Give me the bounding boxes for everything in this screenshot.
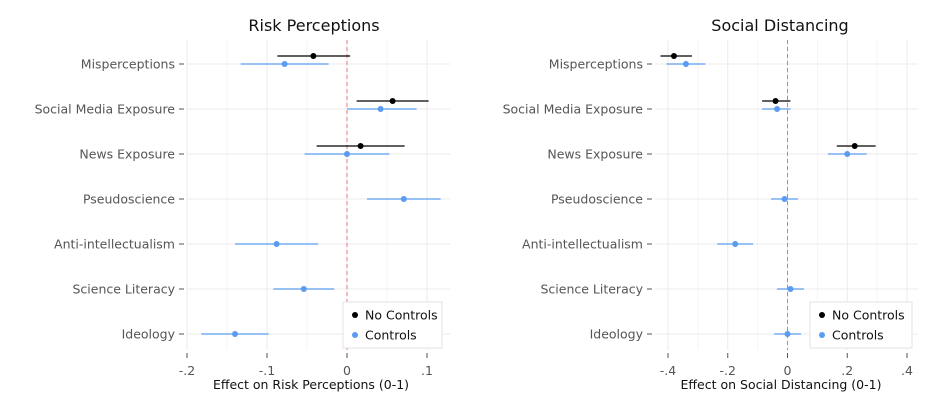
x-tick-label: .2 (841, 363, 853, 378)
point-controls-social-media-exposure (774, 106, 781, 112)
point-controls-pseudoscience (781, 196, 788, 202)
legend-swatch-no-controls (819, 312, 825, 318)
point-controls-ideology (784, 331, 791, 337)
legend-box (809, 301, 913, 349)
chart-title: Social Distancing (711, 16, 848, 35)
x-tick-label: .4 (901, 363, 913, 378)
panel-risk-perceptions: Risk Perceptions Misperceptions Social Med… (35, 16, 450, 392)
legend-label-no-controls: No Controls (365, 308, 438, 323)
point-no-controls-social-media-exposure (772, 98, 779, 104)
legend-label-controls: Controls (832, 328, 884, 343)
point-controls-anti-intellectualism (273, 241, 280, 247)
point-no-controls-news-exposure (357, 143, 364, 149)
x-tick-label: -.4 (660, 363, 676, 378)
point-no-controls-misperceptions (670, 53, 677, 59)
y-tick-label-news-exposure: News Exposure (79, 147, 175, 162)
point-no-controls-social-media-exposure (389, 98, 396, 104)
x-tick-label: .1 (421, 363, 433, 378)
x-axis-label: Effect on Risk Perceptions (0-1) (213, 377, 409, 392)
x-axis-label: Effect on Social Distancing (0-1) (681, 377, 882, 392)
point-controls-pseudoscience (400, 196, 407, 202)
panel-social-distancing: Social Distancing Misperceptions Social Me… (503, 16, 918, 392)
point-controls-ideology (232, 331, 238, 337)
y-tick-label-science-literacy: Science Literacy (72, 282, 175, 297)
point-no-controls-misperceptions (310, 53, 317, 59)
x-tick-label: -.2 (720, 363, 736, 378)
legend-swatch-no-controls (352, 312, 358, 318)
x-tick-label: -.1 (259, 363, 275, 378)
point-controls-social-media-exposure (377, 106, 384, 112)
y-tick-label-pseudoscience: Pseudoscience (83, 192, 175, 207)
point-controls-news-exposure (844, 151, 851, 157)
y-tick-label-pseudoscience: Pseudoscience (551, 192, 643, 207)
y-tick-label-news-exposure: News Exposure (547, 147, 643, 162)
y-tick-label-anti-intellectualism: Anti-intellectualism (522, 237, 643, 252)
legend-box (342, 301, 443, 349)
y-tick-label-misperceptions: Misperceptions (81, 57, 175, 72)
point-no-controls-news-exposure (851, 143, 858, 149)
x-tick-label: 0 (784, 363, 792, 378)
y-tick-label-social-media-exposure: Social Media Exposure (503, 102, 644, 117)
point-controls-misperceptions (682, 61, 689, 67)
chart-title: Risk Perceptions (248, 16, 379, 35)
y-tick-label-misperceptions: Misperceptions (549, 57, 643, 72)
point-controls-misperceptions (281, 61, 288, 67)
y-tick-label-anti-intellectualism: Anti-intellectualism (54, 237, 175, 252)
y-tick-label-ideology: Ideology (122, 327, 176, 342)
y-tick-label-science-literacy: Science Literacy (540, 282, 643, 297)
legend-label-controls: Controls (365, 328, 417, 343)
x-tick-label: -.2 (179, 363, 195, 378)
y-tick-label-social-media-exposure: Social Media Exposure (35, 102, 176, 117)
point-controls-anti-intellectualism (732, 241, 739, 247)
legend-swatch-controls (819, 332, 825, 338)
y-tick-label-ideology: Ideology (590, 327, 644, 342)
point-controls-news-exposure (344, 151, 350, 157)
legend-swatch-controls (352, 332, 358, 338)
legend-label-no-controls: No Controls (832, 308, 905, 323)
x-tick-label: 0 (343, 363, 351, 378)
point-controls-science-literacy (787, 286, 794, 292)
point-controls-science-literacy (300, 286, 307, 292)
